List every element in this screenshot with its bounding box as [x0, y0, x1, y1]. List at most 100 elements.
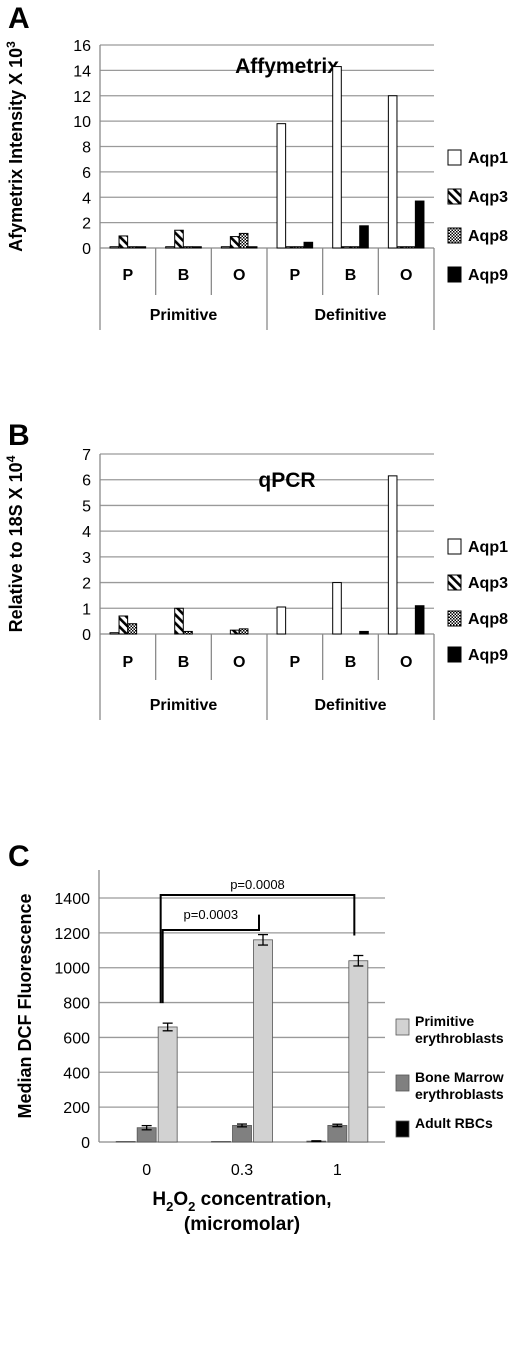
- group-label: Definitive: [314, 697, 386, 714]
- bar: [303, 241, 314, 249]
- bar: [232, 1125, 252, 1143]
- legend-label: Aqp3: [468, 189, 508, 206]
- bar: [327, 1125, 348, 1143]
- bar: [220, 246, 231, 249]
- bar: [253, 939, 273, 1143]
- category-label: O: [400, 654, 412, 671]
- y-tick-label: 1000: [54, 961, 90, 978]
- group-label: Definitive: [314, 307, 386, 324]
- category-label: P: [122, 267, 133, 284]
- bar: [118, 235, 129, 249]
- bar: [238, 628, 249, 635]
- chart-title: qPCR: [258, 469, 315, 492]
- bar: [294, 246, 305, 249]
- y-tick-label: 200: [63, 1100, 90, 1117]
- legend-swatch: [447, 610, 462, 627]
- category-label: O: [233, 267, 245, 284]
- bar: [211, 1141, 231, 1143]
- category-label: B: [345, 654, 357, 671]
- y-tick-label: 14: [73, 63, 91, 80]
- y-axis-label: Relative to 18S X 104: [4, 455, 26, 632]
- chart-panel-c: C 0 200 400 600 800 1000 1200 1400 Median DCF Flu…: [8, 840, 504, 1235]
- legend-swatch: [447, 227, 462, 244]
- category-label: B: [178, 654, 190, 671]
- y-tick-label: 0: [82, 241, 91, 258]
- legend-swatch: [395, 1074, 410, 1092]
- bar: [238, 232, 249, 249]
- y-tick-label: 400: [63, 1065, 90, 1082]
- x-axis-label-line2: (micromolar): [184, 1214, 300, 1235]
- y-axis-label-text: Relative to 18S X 10: [6, 462, 26, 632]
- legend-label: Bone Marrow: [415, 1069, 504, 1085]
- y-tick-label: 3: [82, 550, 91, 567]
- category-label: O: [400, 267, 412, 284]
- legend-label: Primitive: [415, 1013, 474, 1029]
- legend-label-line2: erythroblasts: [415, 1086, 504, 1102]
- x-axis-label-part: O: [173, 1189, 188, 1210]
- y-tick-label: 6: [82, 165, 91, 182]
- y-tick-label: 1: [82, 601, 91, 618]
- category-label: B: [178, 267, 190, 284]
- bar: [229, 236, 240, 249]
- y-axis-label-superscript: 3: [4, 41, 18, 48]
- y-tick-label: 4: [82, 524, 91, 541]
- bar: [115, 1141, 136, 1143]
- group-label: Primitive: [150, 697, 218, 714]
- y-tick-label: 5: [82, 498, 91, 515]
- bar: [387, 95, 398, 249]
- p-value-annotation: p=0.0003: [184, 907, 239, 922]
- y-tick-label: 2: [82, 576, 91, 593]
- legend-swatch: [447, 646, 462, 663]
- bar: [109, 246, 120, 249]
- y-tick-label: 12: [73, 89, 91, 106]
- category-label: P: [289, 654, 300, 671]
- category-label: P: [122, 654, 133, 671]
- bar: [405, 246, 416, 249]
- panel-letter: A: [8, 2, 30, 35]
- bar: [359, 225, 369, 249]
- y-tick-label: 600: [63, 1030, 90, 1047]
- legend-label: Aqp1: [468, 539, 508, 556]
- bar: [174, 229, 184, 249]
- bar: [165, 246, 175, 249]
- bar: [332, 582, 342, 635]
- bar: [109, 632, 120, 635]
- bar: [136, 246, 147, 249]
- bar: [183, 246, 193, 249]
- bar: [350, 246, 360, 249]
- bar: [247, 246, 258, 249]
- bar: [341, 246, 351, 249]
- y-axis-label: Afymetrix Intensity X 103: [4, 41, 26, 252]
- legend-swatch: [447, 538, 462, 555]
- bar: [359, 630, 369, 635]
- legend-label: Aqp1: [468, 150, 508, 167]
- bar: [157, 1026, 178, 1143]
- x-axis-label-part: 2: [166, 1199, 173, 1214]
- bar: [387, 475, 398, 635]
- y-axis-label-superscript: 4: [4, 455, 18, 462]
- legend-swatch: [447, 574, 462, 591]
- x-tick-label: 1: [333, 1162, 342, 1179]
- y-tick-label: 8: [82, 140, 91, 157]
- bar: [229, 629, 240, 635]
- y-tick-label: 7: [82, 447, 91, 464]
- legend-label: Aqp9: [468, 267, 508, 284]
- category-label: B: [345, 267, 357, 284]
- panel-letter: B: [8, 419, 30, 452]
- y-tick-label: 6: [82, 473, 91, 490]
- x-axis-label-part: 2: [188, 1199, 195, 1214]
- y-tick-label: 2: [82, 216, 91, 233]
- bar: [192, 246, 202, 249]
- legend-label: Aqp3: [468, 575, 508, 592]
- y-tick-label: 10: [73, 114, 91, 131]
- legend-label: Adult RBCs: [415, 1115, 493, 1131]
- chart-title: Affymetrix: [235, 55, 339, 78]
- legend-swatch: [395, 1120, 410, 1138]
- x-axis-label: H2O2 concentration,: [152, 1189, 331, 1214]
- legend-label: Aqp8: [468, 228, 508, 245]
- x-axis-label-part: concentration,: [195, 1189, 331, 1210]
- y-tick-label: 1400: [54, 891, 90, 908]
- significance-bracket: [159, 894, 356, 1004]
